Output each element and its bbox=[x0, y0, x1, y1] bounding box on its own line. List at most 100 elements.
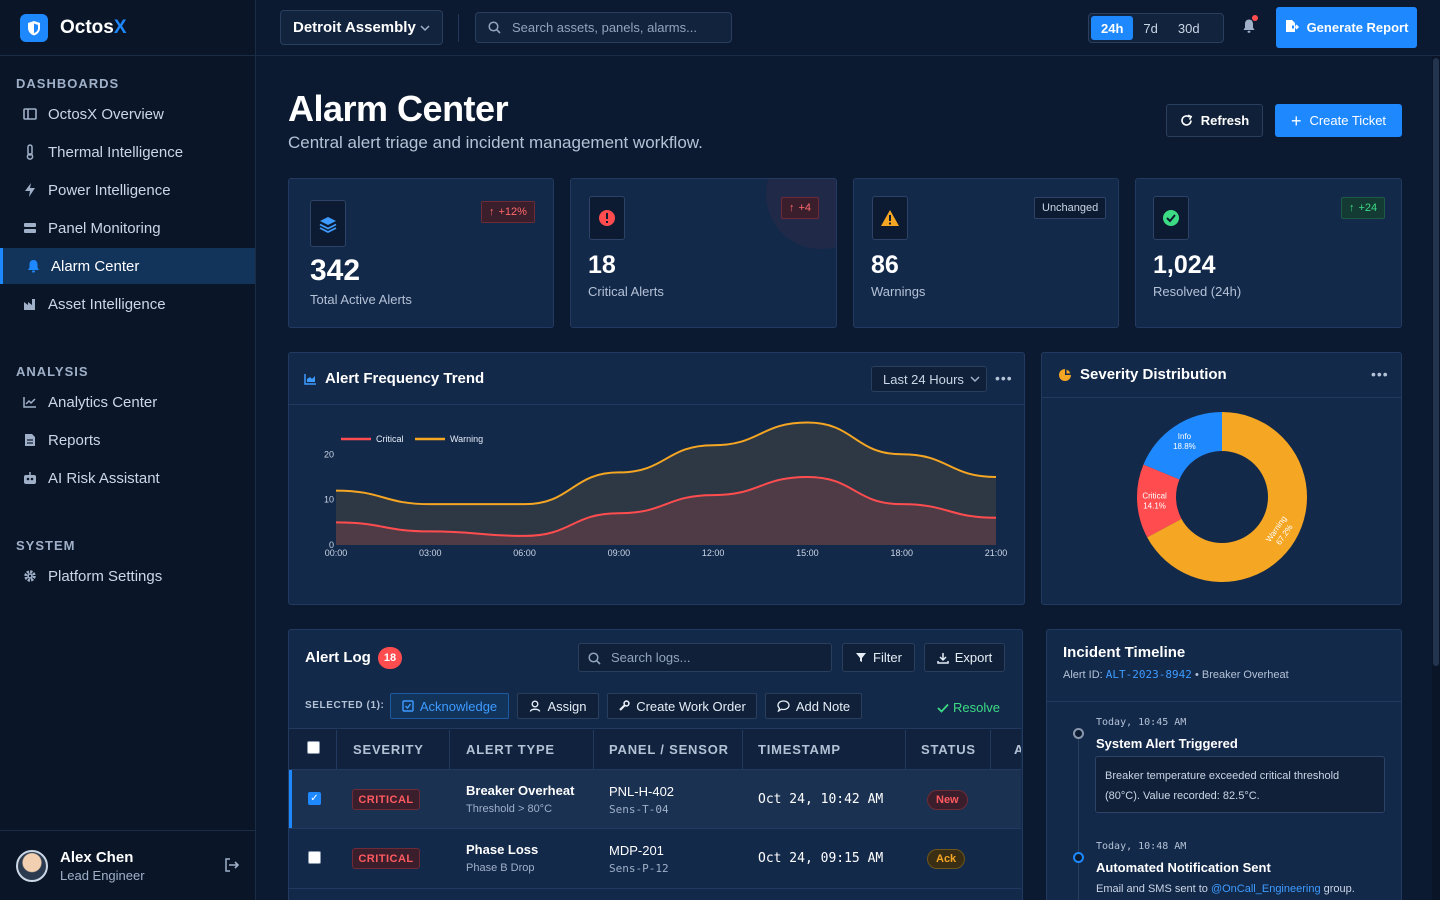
alert-timestamp: Oct 24, 09:15 AM bbox=[758, 851, 884, 866]
alert-type: Phase Loss bbox=[466, 842, 539, 857]
trend-panel-title: Alert Frequency Trend bbox=[304, 370, 484, 387]
y-tick-label: 0 bbox=[329, 540, 334, 550]
slice-label: Info 18.8% bbox=[1173, 432, 1196, 451]
series-line-warning bbox=[335, 421, 997, 506]
range-24h-button[interactable]: 24h bbox=[1091, 16, 1134, 40]
sidebar-item-panel-monitoring[interactable]: Panel Monitoring bbox=[0, 210, 255, 246]
refresh-button[interactable]: Refresh bbox=[1166, 104, 1263, 137]
event-title: System Alert Triggered bbox=[1096, 736, 1238, 751]
export-button[interactable]: Export bbox=[924, 643, 1005, 672]
column-header-severity[interactable]: SEVERITY bbox=[353, 742, 424, 757]
range-30d-button[interactable]: 30d bbox=[1177, 20, 1200, 36]
user-name: Alex Chen bbox=[60, 848, 134, 866]
log-search-input[interactable]: Search logs... bbox=[578, 643, 832, 672]
alert-circle-icon bbox=[589, 196, 625, 240]
user-profile[interactable]: Alex Chen Lead Engineer bbox=[0, 830, 256, 900]
severity-more-icon[interactable]: ••• bbox=[1371, 366, 1389, 382]
sidebar-item-reports[interactable]: Reports bbox=[0, 422, 255, 458]
layout-icon bbox=[22, 106, 38, 122]
check-square-icon bbox=[402, 700, 414, 712]
nav-section-system: SYSTEM bbox=[16, 537, 76, 553]
sidebar-item-thermal[interactable]: Thermal Intelligence bbox=[0, 134, 255, 170]
event-time: Today, 10:48 AM bbox=[1096, 841, 1187, 852]
column-header-status[interactable]: STATUS bbox=[921, 742, 976, 757]
event-detail: Email and SMS sent to @OnCall_Engineerin… bbox=[1096, 883, 1355, 895]
logout-icon[interactable] bbox=[224, 858, 240, 875]
assign-button[interactable]: Assign bbox=[517, 693, 599, 719]
create-work-order-button[interactable]: Create Work Order bbox=[607, 693, 757, 719]
plus-icon: + bbox=[1290, 110, 1302, 131]
column-divider bbox=[336, 730, 337, 770]
column-header-timestamp[interactable]: TIMESTAMP bbox=[758, 742, 841, 757]
shield-logo-icon bbox=[20, 13, 48, 42]
trend-range-select[interactable]: Last 24 Hours bbox=[871, 366, 987, 392]
row-checkbox[interactable] bbox=[308, 851, 321, 864]
nav-section-analysis: ANALYSIS bbox=[16, 363, 89, 379]
table-row[interactable] bbox=[289, 830, 1021, 889]
check-circle-icon bbox=[1153, 196, 1189, 240]
sidebar-item-overview[interactable]: OctosX Overview bbox=[0, 96, 255, 132]
sidebar-item-platform-settings[interactable]: Platform Settings bbox=[0, 558, 255, 594]
panel-divider bbox=[289, 404, 1024, 405]
severity-badge: CRITICAL bbox=[352, 848, 420, 869]
panel-id: MDP-201 bbox=[609, 843, 664, 858]
kpi-label: Resolved (24h) bbox=[1153, 284, 1242, 299]
check-icon bbox=[937, 703, 949, 713]
x-tick-label: 09:00 bbox=[608, 548, 631, 558]
row-checkbox[interactable]: ✓ bbox=[308, 792, 321, 805]
column-divider bbox=[990, 730, 991, 770]
mention-link[interactable]: @OnCall_Engineering bbox=[1210, 883, 1321, 895]
sidebar-item-power[interactable]: Power Intelligence bbox=[0, 172, 255, 208]
factory-icon bbox=[22, 296, 38, 312]
scrollbar-thumb[interactable] bbox=[1433, 58, 1439, 666]
select-all-checkbox[interactable] bbox=[307, 741, 320, 754]
sidebar-item-ai-risk[interactable]: AI Risk Assistant bbox=[0, 460, 255, 496]
series-area-critical bbox=[336, 476, 996, 545]
column-header-alert-type[interactable]: ALERT TYPE bbox=[466, 742, 555, 757]
kpi-label: Critical Alerts bbox=[588, 284, 664, 299]
bell-icon bbox=[25, 258, 41, 274]
divider bbox=[458, 14, 459, 42]
timeline-title: Incident Timeline bbox=[1063, 644, 1186, 661]
avatar bbox=[16, 849, 48, 882]
global-search-input[interactable]: Search assets, panels, alarms... bbox=[475, 12, 732, 43]
status-badge: New bbox=[927, 790, 968, 810]
timeline-dot bbox=[1073, 852, 1084, 863]
resolve-button[interactable]: Resolve bbox=[937, 700, 1000, 715]
column-header-actions[interactable]: A bbox=[1014, 742, 1021, 757]
filter-button[interactable]: Filter bbox=[842, 643, 915, 672]
time-range-toggle: 24h 7d 30d bbox=[1088, 13, 1224, 43]
column-divider bbox=[742, 730, 743, 770]
trend-more-icon[interactable]: ••• bbox=[995, 370, 1013, 386]
panel-divider bbox=[1047, 701, 1401, 702]
notification-bell-icon[interactable] bbox=[1242, 18, 1256, 37]
event-detail: Breaker temperature exceeded critical th… bbox=[1095, 756, 1385, 813]
file-icon bbox=[22, 432, 38, 448]
column-divider bbox=[449, 730, 450, 770]
area-chart-icon bbox=[304, 373, 317, 385]
create-ticket-button[interactable]: + Create Ticket bbox=[1275, 104, 1402, 137]
site-select[interactable]: Detroit Assembly bbox=[280, 10, 443, 45]
sidebar-item-analytics[interactable]: Analytics Center bbox=[0, 384, 255, 420]
range-7d-button[interactable]: 7d bbox=[1143, 20, 1158, 36]
app-name: OctosX bbox=[60, 16, 127, 38]
x-tick-label: 03:00 bbox=[419, 548, 442, 558]
arrow-up-icon: ↑ bbox=[1349, 202, 1355, 214]
column-header-panel-sensor[interactable]: PANEL / SENSOR bbox=[609, 742, 729, 757]
table-header bbox=[289, 728, 1021, 770]
slice-label: Critical 14.1% bbox=[1142, 491, 1167, 510]
severity-panel-title: Severity Distribution bbox=[1058, 366, 1227, 383]
acknowledge-button[interactable]: Acknowledge bbox=[390, 693, 509, 719]
arrow-up-icon: ↑ bbox=[489, 206, 495, 218]
series-area-warning bbox=[336, 422, 996, 545]
sidebar-item-alarm-center[interactable]: Alarm Center bbox=[0, 248, 255, 284]
kpi-value: 18 bbox=[588, 251, 616, 279]
add-note-button[interactable]: Add Note bbox=[765, 693, 862, 719]
file-export-icon bbox=[1285, 19, 1299, 36]
sidebar-item-asset-intelligence[interactable]: Asset Intelligence bbox=[0, 286, 255, 322]
series-line-critical bbox=[335, 475, 997, 537]
generate-report-button[interactable]: Generate Report bbox=[1276, 7, 1417, 48]
search-icon bbox=[488, 21, 501, 37]
panel-divider bbox=[1042, 397, 1401, 398]
kpi-delta-badge: Unchanged bbox=[1034, 197, 1107, 219]
